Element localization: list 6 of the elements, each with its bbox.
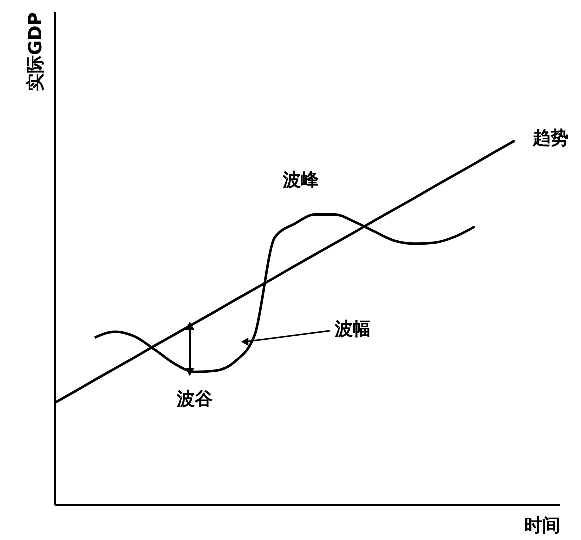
x-axis-title: 时间 <box>524 516 560 536</box>
annotation: 波谷 <box>176 389 214 410</box>
y-axis-title: 实际GDP <box>26 12 46 92</box>
annotation: 波峰 <box>282 170 320 191</box>
series-label: 趋势 <box>532 128 569 149</box>
annotation: 波幅 <box>334 319 371 340</box>
